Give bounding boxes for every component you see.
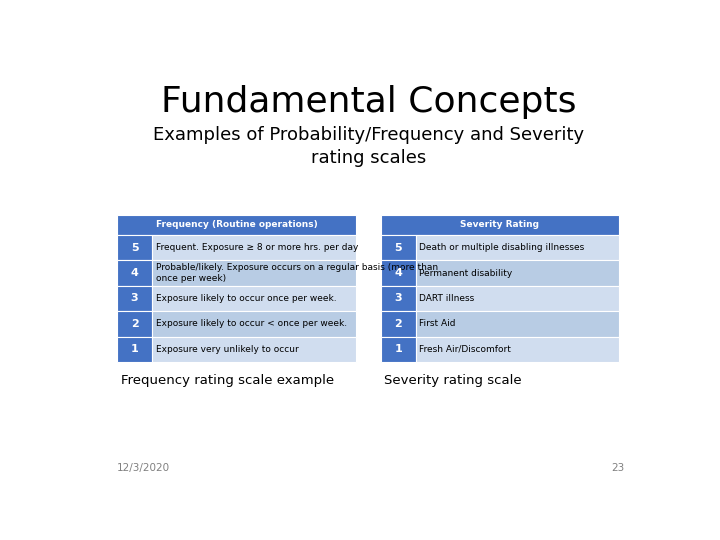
Text: 1: 1 <box>394 345 402 354</box>
Bar <box>152 235 356 260</box>
Bar <box>415 286 619 311</box>
Bar <box>415 336 619 362</box>
Text: 23: 23 <box>611 463 625 473</box>
Text: Exposure likely to occur once per week.: Exposure likely to occur once per week. <box>156 294 336 303</box>
Text: 2: 2 <box>394 319 402 329</box>
Text: DART illness: DART illness <box>419 294 474 303</box>
Bar <box>381 260 415 286</box>
Text: 4: 4 <box>394 268 402 278</box>
Bar <box>415 311 619 336</box>
Bar <box>381 311 415 336</box>
Text: 5: 5 <box>395 242 402 253</box>
Bar <box>152 260 356 286</box>
Text: Severity Rating: Severity Rating <box>461 220 539 230</box>
Text: Probable/likely. Exposure occurs on a regular basis (more than
once per week): Probable/likely. Exposure occurs on a re… <box>156 264 438 283</box>
Text: 3: 3 <box>131 294 138 303</box>
Bar <box>152 311 356 336</box>
Bar <box>381 215 619 235</box>
Bar <box>381 235 415 260</box>
Bar <box>152 336 356 362</box>
Text: Frequency (Routine operations): Frequency (Routine operations) <box>156 220 318 230</box>
Text: 12/3/2020: 12/3/2020 <box>117 463 170 473</box>
Text: Severity rating scale: Severity rating scale <box>384 374 522 387</box>
Bar <box>381 336 415 362</box>
Bar <box>117 260 152 286</box>
Text: Permanent disability: Permanent disability <box>419 268 513 278</box>
Text: Fundamental Concepts: Fundamental Concepts <box>161 85 577 119</box>
Text: Death or multiple disabling illnesses: Death or multiple disabling illnesses <box>419 243 585 252</box>
Bar <box>117 235 152 260</box>
Bar <box>117 336 152 362</box>
Text: Frequent. Exposure ≥ 8 or more hrs. per day: Frequent. Exposure ≥ 8 or more hrs. per … <box>156 243 359 252</box>
Text: 1: 1 <box>131 345 138 354</box>
Text: Examples of Probability/Frequency and Severity
rating scales: Examples of Probability/Frequency and Se… <box>153 126 585 167</box>
Bar <box>381 286 415 311</box>
Text: 3: 3 <box>395 294 402 303</box>
Text: 5: 5 <box>131 242 138 253</box>
Text: First Aid: First Aid <box>419 319 456 328</box>
Bar <box>415 235 619 260</box>
Bar <box>117 286 152 311</box>
Bar <box>152 286 356 311</box>
Text: 4: 4 <box>130 268 138 278</box>
Text: Fresh Air/Discomfort: Fresh Air/Discomfort <box>419 345 511 354</box>
Text: Exposure likely to occur < once per week.: Exposure likely to occur < once per week… <box>156 319 347 328</box>
Text: Frequency rating scale example: Frequency rating scale example <box>121 374 334 387</box>
Text: Exposure very unlikely to occur: Exposure very unlikely to occur <box>156 345 299 354</box>
Bar <box>117 311 152 336</box>
Bar <box>117 215 356 235</box>
Text: 2: 2 <box>131 319 138 329</box>
Bar <box>415 260 619 286</box>
